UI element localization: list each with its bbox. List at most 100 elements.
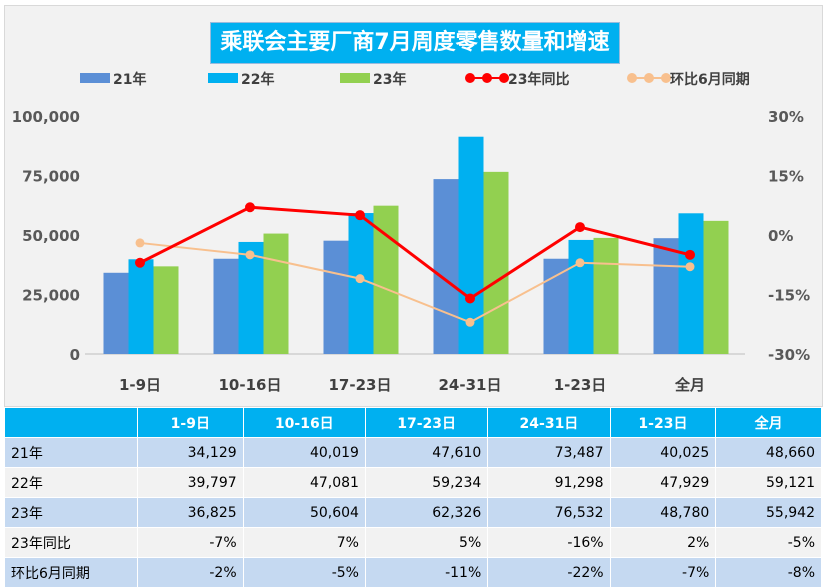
x-axis-tick: 全月	[674, 376, 705, 394]
data-table: 1-9日 10-16日 17-23日 24-31日 1-23日 全月 21年 34,129 40…	[4, 407, 822, 588]
bar-21年	[103, 272, 129, 354]
row-label: 22年	[4, 467, 138, 498]
table-cell: -11%	[364, 557, 489, 588]
legend-label: 23年	[373, 71, 406, 88]
table-cell: -7%	[609, 557, 717, 588]
table-cell: -7%	[137, 527, 244, 558]
legend-marker	[499, 73, 509, 83]
row-label: 23年同比	[4, 527, 138, 558]
legend-label: 22年	[241, 71, 274, 88]
table-cell: 40,019	[242, 437, 366, 468]
table-cell: 7%	[242, 527, 366, 558]
table-cell: 55,942	[715, 497, 822, 528]
legend-marker	[661, 73, 671, 83]
table-cell: 62,326	[364, 497, 489, 528]
left-axis-tick: 25,000	[22, 287, 80, 305]
table-cell: 47,610	[364, 437, 489, 468]
legend-swatch	[80, 73, 110, 83]
left-axis-tick: 75,000	[22, 168, 80, 186]
bar-21年	[653, 238, 679, 354]
table-header: 1-23日	[609, 407, 717, 438]
left-axis-tick: 50,000	[22, 227, 80, 245]
line-23年同比	[139, 205, 691, 301]
table-header: 1-9日	[137, 407, 244, 438]
bar-21年	[433, 179, 459, 354]
right-axis-tick: 30%	[768, 108, 804, 126]
bar-23年	[593, 237, 619, 354]
x-axis-tick: 1-9日	[119, 376, 161, 394]
legend-marker	[644, 73, 654, 83]
bar-21年	[543, 258, 569, 354]
x-axis-tick: 17-23日	[329, 376, 392, 394]
legend-swatch	[340, 73, 370, 83]
row-label: 环比6月同期	[4, 557, 138, 588]
point-23年同比	[135, 257, 145, 268]
x-axis-tick: 1-23日	[554, 376, 607, 394]
point-环比6月同期	[355, 274, 365, 284]
bar-22年	[348, 213, 374, 354]
table-cell: 59,121	[715, 467, 822, 498]
table-cell: 5%	[364, 527, 489, 558]
x-axis-tick: 24-31日	[439, 376, 502, 394]
table-cell: 36,825	[137, 497, 244, 528]
left-axis-tick: 0	[70, 346, 80, 364]
table-cell: -8%	[715, 557, 822, 588]
right-axis-tick: -15%	[768, 287, 810, 305]
table-cell: 48,660	[715, 437, 822, 468]
table-cell: 73,487	[487, 437, 611, 468]
table-cell: -16%	[487, 527, 611, 558]
table-header: 17-23日	[364, 407, 489, 438]
left-axis-tick: 100,000	[12, 108, 80, 126]
point-23年同比	[685, 249, 695, 260]
point-23年同比	[355, 210, 365, 221]
point-23年同比	[245, 202, 255, 213]
table-cell: 47,929	[609, 467, 717, 498]
legend-swatch	[208, 73, 238, 83]
line-环比6月同期	[139, 241, 691, 324]
table-row: 23年同比 -7% 7% 5% -16% 2% -5%	[4, 527, 822, 558]
legend-label: 23年同比	[508, 71, 569, 88]
table-cell: 40,025	[609, 437, 717, 468]
table-cell: 48,780	[609, 497, 717, 528]
table-cell: 2%	[609, 527, 717, 558]
bar-21年	[323, 240, 349, 354]
table-header: 全月	[715, 407, 822, 438]
chart-title: 乘联会主要厂商7月周度零售数量和增速	[210, 22, 620, 64]
bar-23年	[483, 171, 509, 354]
table-cell: 59,234	[364, 467, 489, 498]
bar-22年	[128, 259, 154, 354]
bar-23年	[153, 266, 179, 354]
table-cell: 76,532	[487, 497, 611, 528]
table-cell: -22%	[487, 557, 611, 588]
table-cell: 91,298	[487, 467, 611, 498]
table-row: 23年 36,825 50,604 62,326 76,532 48,780 55,942	[4, 497, 822, 528]
table-row: 21年 34,129 40,019 47,610 73,487 40,025 48,660	[4, 437, 822, 468]
bar-22年	[568, 239, 594, 354]
bar-23年	[703, 220, 729, 354]
legend-label: 21年	[113, 71, 146, 88]
point-环比6月同期	[685, 262, 695, 272]
row-label: 23年	[4, 497, 138, 528]
point-23年同比	[465, 293, 475, 304]
table-cell: 39,797	[137, 467, 244, 498]
bar-21年	[213, 258, 239, 354]
table-cell: 34,129	[137, 437, 244, 468]
point-环比6月同期	[575, 258, 585, 268]
point-环比6月同期	[465, 317, 475, 327]
bar-23年	[263, 233, 289, 354]
table-row: 环比6月同期 -2% -5% -11% -22% -7% -8%	[4, 557, 822, 588]
table-header: 24-31日	[487, 407, 611, 438]
point-环比6月同期	[245, 250, 255, 260]
legend-marker	[627, 73, 637, 83]
table-header	[4, 407, 138, 438]
point-环比6月同期	[135, 238, 145, 248]
chart-figure: 乘联会主要厂商7月周度零售数量和增速 0 25,000 50,000 75,000 10…	[4, 5, 823, 588]
table-row: 22年 39,797 47,081 59,234 91,298 47,929 59,121	[4, 467, 822, 498]
point-23年同比	[575, 222, 585, 233]
legend-marker	[465, 73, 475, 83]
table-header: 10-16日	[242, 407, 366, 438]
chart-svg: 0 25,000 50,000 75,000 100,000 -30% -15% 0% 15% 3…	[12, 71, 810, 394]
right-axis-tick: 0%	[768, 227, 793, 245]
x-axis-tick: 10-16日	[219, 376, 282, 394]
table-cell: -5%	[242, 557, 366, 588]
